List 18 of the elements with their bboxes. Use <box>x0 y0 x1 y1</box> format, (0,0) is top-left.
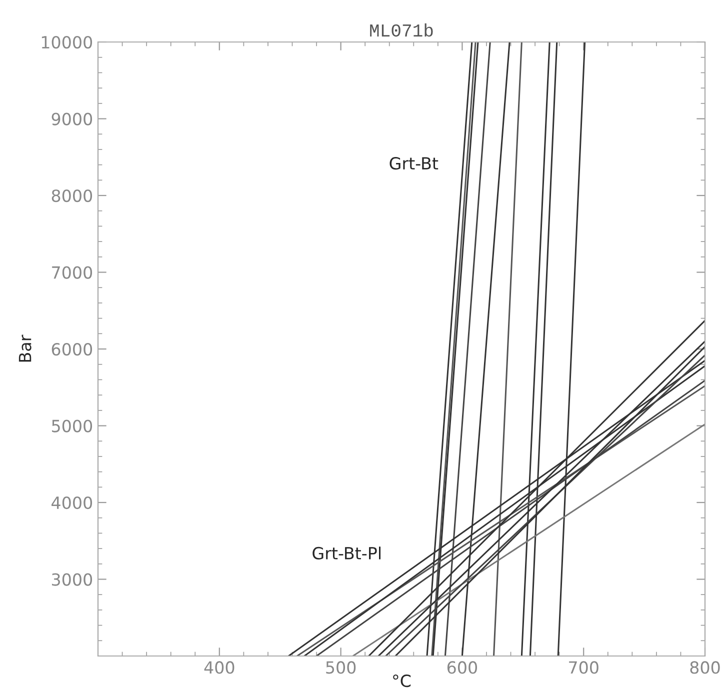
x-axis-title: °C <box>393 674 411 688</box>
y-tick-label: 10000 <box>42 36 92 49</box>
y-tick-label: 8000 <box>52 189 92 202</box>
y-tick-label: 7000 <box>52 266 92 279</box>
x-tick-label: 700 <box>569 661 598 674</box>
x-tick-label: 600 <box>447 661 477 674</box>
annotation: Grt-Bt <box>390 157 438 170</box>
chart-title: ML071b <box>370 23 433 37</box>
x-tick-label: 400 <box>204 661 234 674</box>
y-tick-label: 6000 <box>52 342 92 356</box>
x-tick-label: 500 <box>326 661 356 674</box>
y-tick-label: 4000 <box>52 496 92 510</box>
y-tick-label: 9000 <box>52 112 92 126</box>
y-tick-label: 3000 <box>52 573 92 586</box>
y-axis-title: Bar <box>18 334 32 362</box>
annotation: Grt-Bt-Pl <box>312 546 380 560</box>
y-tick-label: 5000 <box>52 420 92 432</box>
x-tick-label: 800 <box>690 661 720 674</box>
